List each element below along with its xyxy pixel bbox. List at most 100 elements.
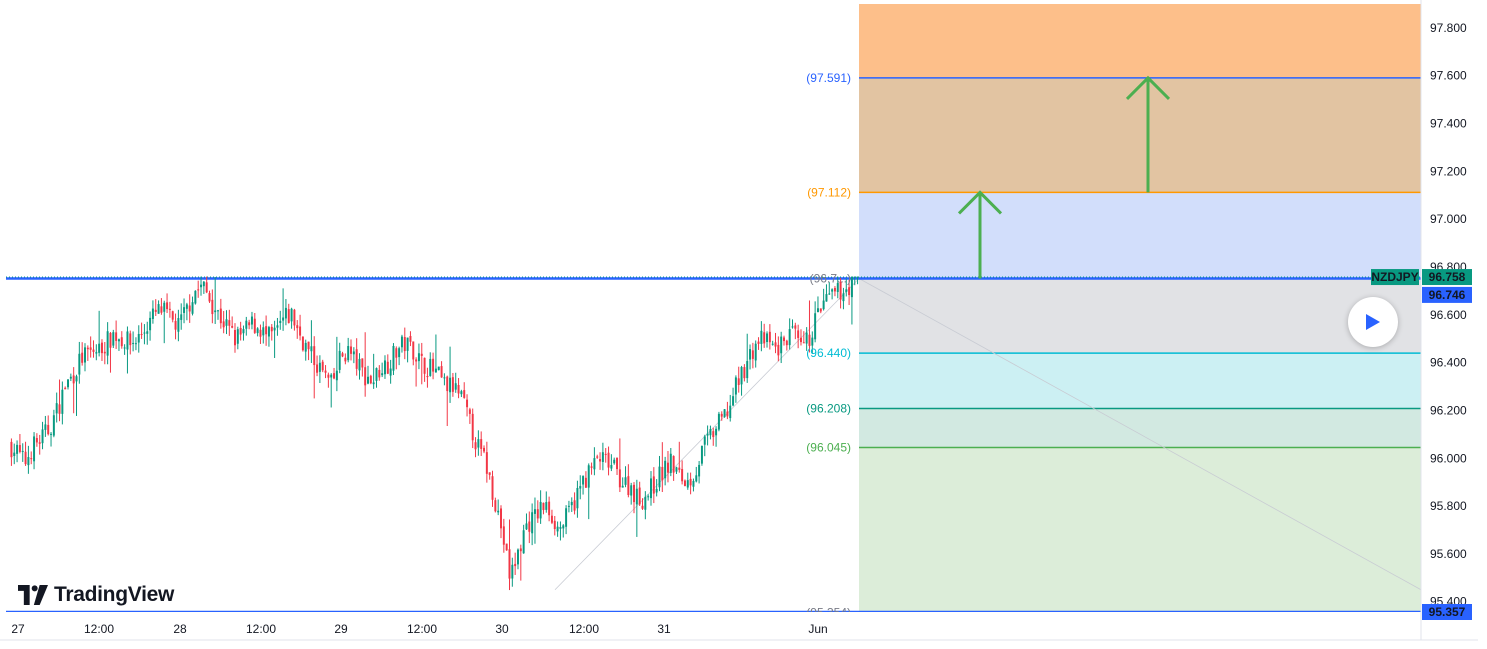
trend-line-right xyxy=(858,278,1422,591)
fib-zone xyxy=(859,192,1421,279)
candle-body xyxy=(67,379,70,388)
candle-body xyxy=(474,442,477,450)
candle-body xyxy=(545,502,548,510)
candle-body xyxy=(695,475,698,482)
candle-body xyxy=(548,501,551,516)
candle-body xyxy=(508,549,511,579)
candle-body xyxy=(533,509,536,514)
price-tag xyxy=(1422,286,1472,303)
candle-body xyxy=(599,459,602,462)
candle-body xyxy=(369,375,372,384)
candle-body xyxy=(573,500,576,511)
candle-body xyxy=(310,346,313,352)
y-tick-label: 95.800 xyxy=(1430,499,1467,513)
candle-body xyxy=(825,294,828,302)
candle-body xyxy=(757,341,760,344)
candle-body xyxy=(593,458,596,470)
candle-body xyxy=(783,337,785,342)
candle-body xyxy=(760,330,763,344)
candle-body xyxy=(542,502,545,511)
brand-name: TradingView xyxy=(54,583,175,606)
candle-body xyxy=(763,332,766,344)
candle-body xyxy=(723,409,726,417)
candle-body xyxy=(180,314,183,320)
time-axis: 27 12:00 28 12:00 29 12:00 30 12:00 31 Jun xyxy=(11,622,827,636)
candle-body xyxy=(149,317,152,331)
candle-body xyxy=(570,501,573,506)
candle-body xyxy=(630,485,633,496)
candle-body xyxy=(712,431,715,438)
candle-body xyxy=(84,347,86,363)
candle-body xyxy=(434,368,437,373)
candle-body xyxy=(666,462,669,473)
fib-level-label: (97.112) xyxy=(807,185,851,199)
candle-body xyxy=(463,390,466,398)
play-button[interactable] xyxy=(1348,297,1398,347)
candle-body xyxy=(197,289,200,291)
candle-body xyxy=(531,512,534,534)
candle-body xyxy=(644,496,647,510)
candle-body xyxy=(618,469,621,488)
candle-body xyxy=(18,445,21,452)
candle-body xyxy=(78,353,81,375)
symbol-tag xyxy=(1371,269,1419,286)
candle-body xyxy=(290,308,293,322)
candle-body xyxy=(514,563,517,567)
x-tick-label: Jun xyxy=(808,622,827,636)
tradingview-logo[interactable]: TradingView xyxy=(18,583,174,607)
y-tick-label: 97.400 xyxy=(1430,117,1467,131)
candle-body xyxy=(236,329,239,344)
candle-body xyxy=(123,347,126,349)
candle-body xyxy=(355,349,358,369)
candle-body xyxy=(737,378,740,386)
candle-body xyxy=(565,508,568,527)
candle-body xyxy=(726,411,729,417)
candle-body xyxy=(426,375,429,378)
candle-body xyxy=(200,284,203,288)
candle-body xyxy=(808,334,811,346)
x-tick-label: 12:00 xyxy=(84,622,114,636)
candle-body xyxy=(406,337,409,351)
candle-body xyxy=(245,320,248,329)
price-tag-label: 96.746 xyxy=(1429,288,1466,302)
price-tag xyxy=(1422,604,1472,620)
candle-body xyxy=(225,319,228,326)
candle-body xyxy=(505,543,508,551)
candle-body xyxy=(222,321,225,328)
candle-body xyxy=(265,326,268,335)
candle-body xyxy=(746,361,749,379)
candle-body xyxy=(751,350,754,359)
candle-body xyxy=(44,424,47,430)
candle-body xyxy=(202,281,205,287)
y-tick-label: 95.600 xyxy=(1430,547,1467,561)
candle-body xyxy=(720,413,723,417)
candle-body xyxy=(468,409,471,414)
candle-body xyxy=(293,309,296,326)
candle-body xyxy=(89,347,92,350)
candle-body xyxy=(208,293,211,302)
candle-body xyxy=(75,376,78,382)
candle-body xyxy=(92,349,95,352)
candle-body xyxy=(743,367,746,379)
fib-zone xyxy=(859,447,1421,613)
candle-body xyxy=(432,358,435,372)
candle-body xyxy=(732,396,735,406)
candle-body xyxy=(228,320,231,326)
candle-body xyxy=(839,281,842,300)
price-axis-bg xyxy=(1421,0,1487,649)
fib-level-labels: (97.591) (97.112) (96.7...) (96.440) (96.208… xyxy=(806,71,851,620)
candle-body xyxy=(296,325,299,329)
candle-body xyxy=(188,305,191,312)
candle-body xyxy=(621,485,624,488)
candle-body xyxy=(661,466,664,481)
y-tick-label: 97.200 xyxy=(1430,164,1467,178)
candle-body xyxy=(273,327,276,331)
candle-body xyxy=(231,325,234,328)
candle-body xyxy=(112,332,115,346)
candle-body xyxy=(700,445,703,464)
candle-body xyxy=(483,447,486,452)
candle-body xyxy=(715,428,718,436)
candle-body xyxy=(38,442,41,444)
